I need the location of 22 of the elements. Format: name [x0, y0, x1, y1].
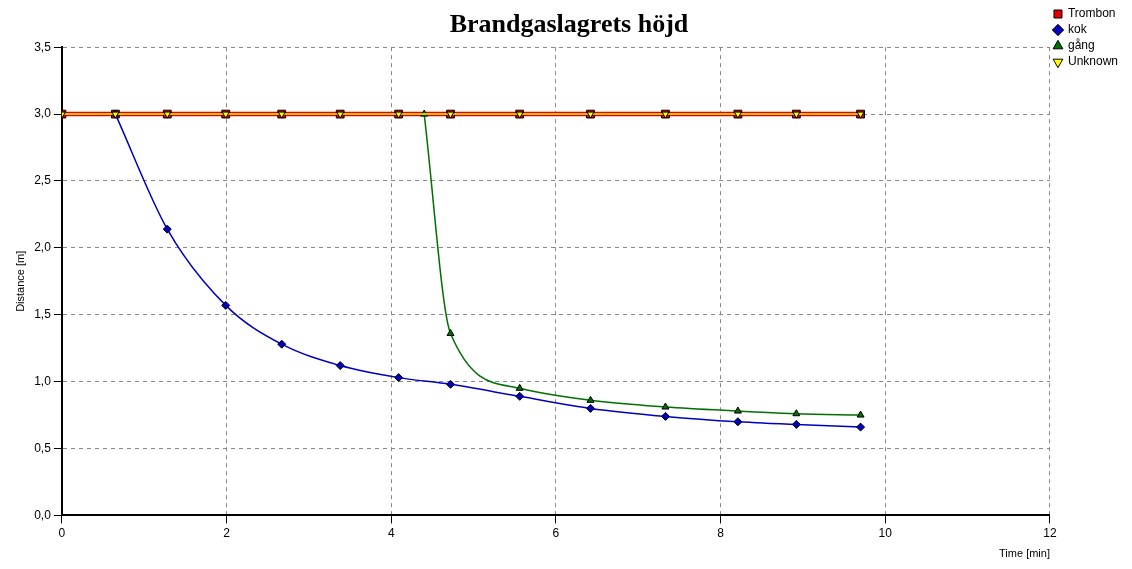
x-tick-label: 6 [552, 525, 560, 540]
legend-label: Unknown [1067, 54, 1118, 69]
x-tick-label: 2 [223, 525, 231, 540]
x-tick-label: 10 [878, 525, 893, 540]
y-tick-label: 1,5 [34, 307, 52, 322]
y-tick-label: 0,5 [34, 440, 52, 455]
chart-title: Brandgaslagrets höjd [449, 9, 689, 39]
legend-label: Trombon [1067, 6, 1116, 21]
x-tick-label: 8 [717, 525, 725, 540]
y-tick-label: 0,0 [34, 507, 52, 522]
y-tick-label: 3,5 [34, 39, 52, 54]
x-tick-label: 0 [58, 525, 66, 540]
y-tick-label: 1,0 [34, 373, 52, 388]
x-tick-label: 12 [1043, 525, 1057, 540]
y-tick-label: 3,0 [34, 106, 52, 121]
y-tick-label: 2,0 [34, 240, 52, 255]
y-axis-title: Distance [m] [13, 250, 26, 312]
y-tick-label: 2,5 [34, 173, 52, 188]
x-tick-label: 4 [387, 525, 395, 540]
x-axis-title: Time [min] [999, 547, 1050, 560]
legend-label: gång [1067, 38, 1095, 53]
legend-label: kok [1067, 22, 1088, 37]
